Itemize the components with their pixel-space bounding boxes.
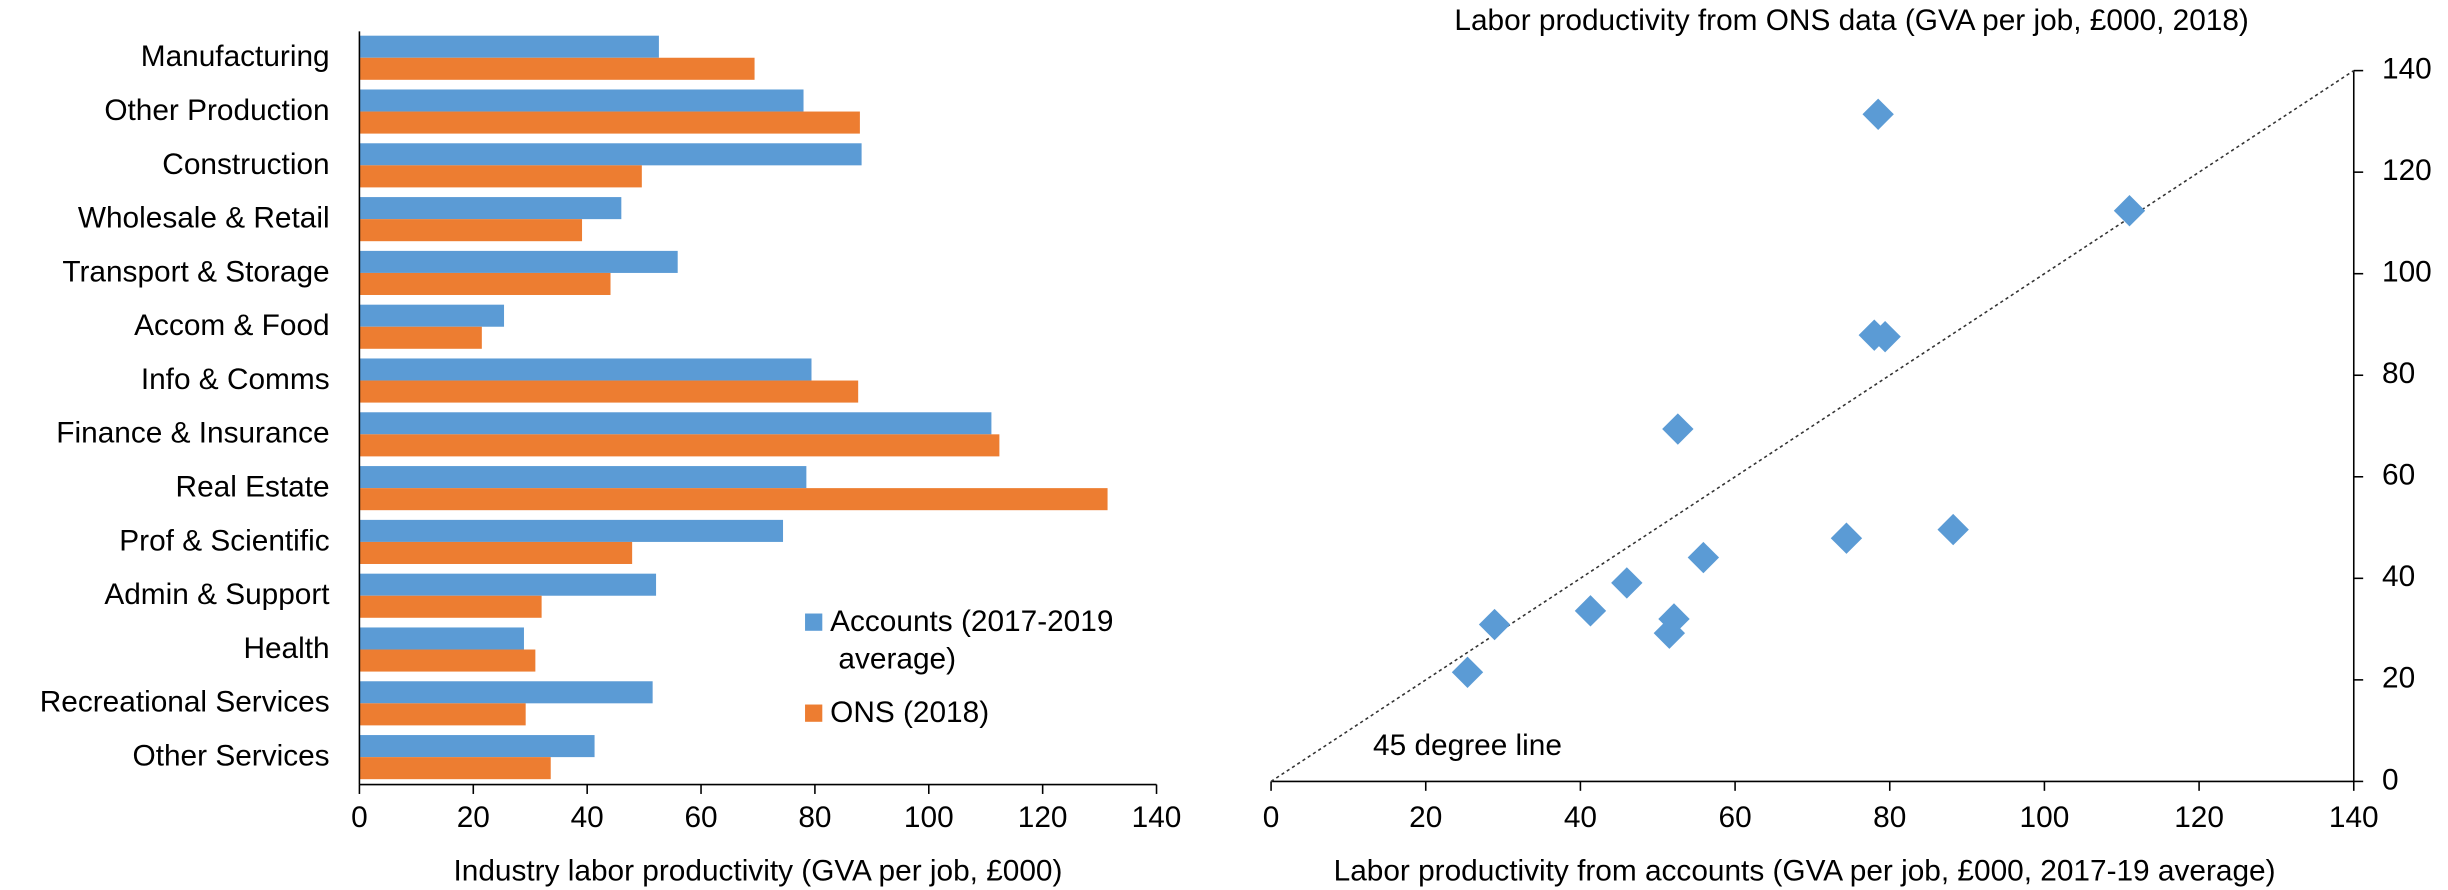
x-tick-label: 140 <box>2329 801 2379 834</box>
x-tick-label: 40 <box>571 801 604 834</box>
y-tick-label: Transport & Storage <box>62 255 329 288</box>
x-axis-title: Labor productivity from accounts (GVA pe… <box>1334 854 2276 887</box>
y-tick-label: 0 <box>2382 763 2399 796</box>
scatter-point <box>1662 413 1694 445</box>
bar <box>359 250 678 273</box>
bar <box>359 57 755 80</box>
bar <box>359 358 812 381</box>
bar <box>359 735 595 758</box>
x-tick-label: 120 <box>1018 801 1068 834</box>
legend-label: ONS (2018) <box>830 696 989 729</box>
bar <box>359 703 526 726</box>
y-tick-label: Other Services <box>133 740 330 773</box>
y-tick-label: Accom & Food <box>134 309 329 342</box>
bar <box>359 165 642 188</box>
bar <box>359 488 1108 511</box>
x-tick-label: 120 <box>2174 801 2224 834</box>
y-tick-label: Info & Comms <box>141 363 330 396</box>
bar <box>359 272 611 295</box>
y-tick-label: Admin & Support <box>104 578 330 611</box>
bar <box>359 541 633 564</box>
y-tick-label: Prof & Scientific <box>119 524 329 557</box>
x-tick-label: 100 <box>904 801 954 834</box>
bar <box>359 143 862 166</box>
scatter-point <box>1611 567 1643 599</box>
bar <box>359 649 536 672</box>
bar <box>359 519 784 542</box>
bar <box>359 757 551 780</box>
x-tick-label: 80 <box>798 801 831 834</box>
y-tick-label: Recreational Services <box>40 686 330 719</box>
bar <box>359 412 992 435</box>
x-axis-title: Industry labor productivity (GVA per job… <box>454 854 1063 887</box>
x-tick-label: 60 <box>684 801 717 834</box>
bar <box>359 197 622 220</box>
scatter-point <box>1478 608 1511 641</box>
bar <box>359 681 653 704</box>
y-tick-label: Finance & Insurance <box>56 417 329 450</box>
x-tick-label: 100 <box>2020 801 2070 834</box>
bar <box>359 627 524 650</box>
y-tick-label: 80 <box>2382 357 2415 390</box>
x-tick-label: 80 <box>1873 801 1906 834</box>
bar <box>359 466 807 489</box>
x-tick-label: 20 <box>457 801 490 834</box>
y-tick-label: 60 <box>2382 459 2415 492</box>
x-tick-label: 20 <box>1409 801 1442 834</box>
y-tick-label: Wholesale & Retail <box>78 202 330 235</box>
y-tick-label: 140 <box>2382 52 2432 85</box>
bar <box>359 595 542 618</box>
x-tick-label: 40 <box>1564 801 1597 834</box>
y-tick-label: 20 <box>2382 662 2415 695</box>
bar <box>359 111 860 134</box>
legend-swatch <box>805 613 823 631</box>
legend-label: Accounts (2017-2019 average) <box>830 605 1113 676</box>
bar <box>359 304 505 327</box>
y-tick-label: Construction <box>162 148 329 181</box>
scatter-point <box>2113 195 2146 227</box>
scatter-point <box>1451 656 1484 688</box>
y-tick-label: Real Estate <box>176 471 330 504</box>
scatter-point <box>1687 541 1720 574</box>
y-tick-label: Other Production <box>104 94 329 127</box>
x-tick-label: 0 <box>351 801 368 834</box>
y-axis-title: Labor productivity from ONS data (GVA pe… <box>1454 4 2248 37</box>
bar <box>359 219 583 242</box>
y-tick-label: 40 <box>2382 560 2415 593</box>
x-tick-label: 60 <box>1719 801 1752 834</box>
annotation: 45 degree line <box>1373 729 1562 762</box>
y-tick-label: Manufacturing <box>141 40 330 73</box>
bar <box>359 434 1000 457</box>
y-tick-label: Health <box>243 632 329 665</box>
scatter-point <box>1653 617 1686 649</box>
reference-line <box>1270 69 2355 783</box>
scatter-point <box>1862 98 1894 130</box>
y-tick-label: 120 <box>2382 154 2432 187</box>
bar <box>359 89 804 112</box>
scatter-point <box>1830 522 1863 554</box>
scatter-point <box>1937 513 1969 546</box>
x-tick-label: 140 <box>1132 801 1182 834</box>
bar <box>359 326 482 349</box>
bar <box>359 573 657 596</box>
x-tick-label: 0 <box>1263 801 1280 834</box>
bar <box>359 380 859 403</box>
bar <box>359 35 659 58</box>
y-tick-label: 100 <box>2382 256 2432 289</box>
legend-swatch <box>805 704 823 722</box>
scatter-point <box>1574 595 1607 627</box>
